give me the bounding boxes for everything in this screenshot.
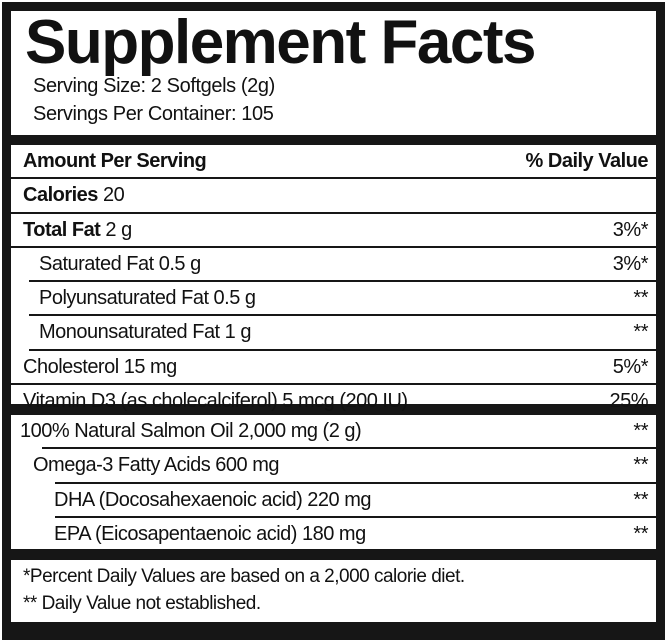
oil-dv: **: [633, 420, 648, 442]
footnote-not-established: ** Daily Value not established.: [23, 593, 261, 614]
amount-per-serving-header: Amount Per Serving: [23, 150, 207, 172]
footnote-daily-values: *Percent Daily Values are based on a 2,0…: [23, 566, 465, 587]
nutrient-name: Saturated Fat 0.5 g: [39, 252, 201, 275]
oil-name: EPA (Eicosapentaenoic acid) 180 mg: [54, 522, 366, 545]
nutrient-amount: 20: [97, 184, 125, 207]
nutrient-section: Amount Per Serving % Daily Value Calorie…: [11, 145, 656, 412]
nutrient-label: Calories: [23, 184, 98, 207]
nutrient-name: Cholesterol 15 mg: [23, 355, 177, 378]
nutrient-dv: 5%*: [612, 355, 649, 378]
title-section: Supplement Facts Serving Size: 2 Softgel…: [11, 8, 656, 135]
nutrient-dv: 3%*: [612, 218, 649, 241]
header-row: Amount Per Serving % Daily Value: [11, 145, 656, 180]
daily-value-header: % Daily Value: [525, 150, 649, 172]
nutrient-row-saturated-fat: Saturated Fat 0.5 g 3%*: [29, 248, 656, 283]
nutrient-row-cholesterol: Cholesterol 15 mg 5%*: [11, 351, 656, 386]
oil-name: DHA (Docosahexaenoic acid) 220 mg: [54, 488, 372, 511]
oil-dv: **: [633, 522, 648, 545]
serving-size: Serving Size: 2 Softgels (2g): [33, 75, 275, 97]
nutrient-row-monounsaturated-fat: Monounsaturated Fat 1 g **: [29, 316, 656, 351]
nutrient-name: Vitamin D3 (as cholecalciferol) 5 mcg (2…: [23, 390, 408, 413]
nutrient-row-total-fat: Total Fat 2 g 3%*: [11, 214, 656, 248]
nutrient-name: Polyunsaturated Fat 0.5 g: [39, 287, 256, 310]
footnotes: *Percent Daily Values are based on a 2,0…: [11, 560, 656, 622]
nutrient-dv: 3%*: [612, 252, 649, 275]
nutrient-row-calories: Calories 20: [11, 179, 656, 214]
nutrient-row-vitamin-d3: Vitamin D3 (as cholecalciferol) 5 mcg (2…: [11, 385, 656, 417]
nutrient-name: Monounsaturated Fat 1 g: [39, 321, 251, 344]
oil-dv: **: [633, 488, 648, 511]
oil-name: 100% Natural Salmon Oil 2,000 mg (2 g): [20, 420, 362, 442]
nutrient-label: Total Fat: [23, 218, 101, 241]
oil-row-dha: DHA (Docosahexaenoic acid) 220 mg **: [54, 484, 656, 518]
nutrient-dv: **: [633, 321, 648, 344]
oil-row-salmon-oil: 100% Natural Salmon Oil 2,000 mg (2 g) *…: [20, 415, 656, 450]
oil-row-epa: EPA (Eicosapentaenoic acid) 180 mg **: [54, 518, 656, 550]
label-title: Supplement Facts: [25, 8, 537, 77]
nutrient-dv: 25%: [609, 390, 648, 413]
oil-section: 100% Natural Salmon Oil 2,000 mg (2 g) *…: [11, 415, 656, 549]
nutrient-dv: **: [633, 287, 648, 310]
nutrient-row-polyunsaturated-fat: Polyunsaturated Fat 0.5 g **: [29, 282, 656, 317]
nutrient-amount: 2 g: [100, 218, 132, 241]
oil-row-omega-3: Omega-3 Fatty Acids 600 mg **: [33, 449, 656, 484]
oil-dv: **: [633, 454, 648, 477]
servings-per-container: Servings Per Container: 105: [33, 103, 274, 125]
oil-name: Omega-3 Fatty Acids 600 mg: [33, 454, 280, 477]
